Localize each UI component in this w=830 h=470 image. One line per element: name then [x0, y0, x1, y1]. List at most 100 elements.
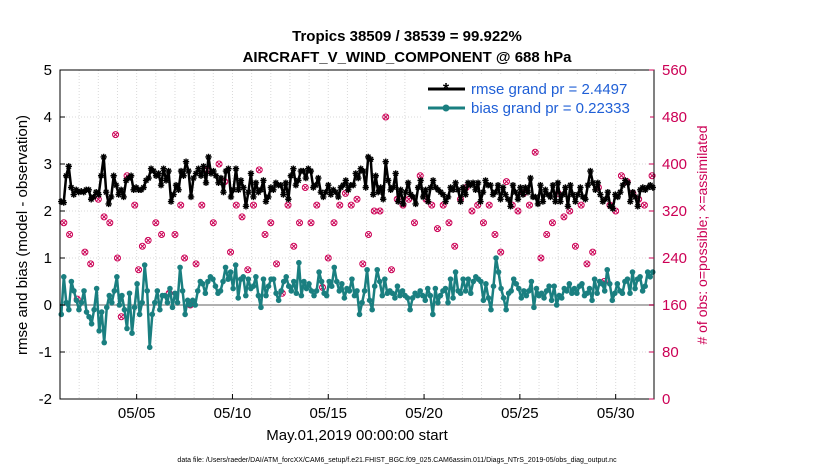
- rmse-point: [544, 191, 552, 198]
- bias-point: [584, 290, 590, 297]
- obs-assimilated-point: [377, 208, 383, 214]
- bias-point: [260, 276, 267, 282]
- rmse-point: [437, 189, 444, 196]
- rmse-point: [519, 191, 527, 198]
- obs-assimilated-point: [446, 220, 452, 226]
- rmse-point: [459, 184, 467, 191]
- rmse-point: [65, 163, 72, 170]
- obs-possible-point: [617, 172, 625, 180]
- rmse-point: [122, 177, 130, 184]
- rmse-point: [272, 179, 280, 186]
- bias-point: [288, 288, 295, 294]
- bias-point: [649, 269, 656, 275]
- bias-point: [569, 290, 575, 297]
- bias-point: [483, 281, 489, 287]
- bias-point: [278, 288, 284, 294]
- bias-point: [351, 292, 358, 299]
- bias-point: [144, 288, 151, 294]
- bias-point: [528, 278, 535, 285]
- y-tick-label: -1: [39, 344, 52, 361]
- bias-point: [430, 311, 436, 318]
- bias-point: [419, 292, 426, 299]
- right-y-tick-label: 240: [662, 250, 687, 267]
- obs-possible-point: [640, 201, 648, 209]
- rmse-point: [302, 174, 310, 182]
- rmse-point: [579, 193, 587, 201]
- rmse-point: [147, 165, 155, 172]
- x-tick-label: 05/30: [597, 405, 635, 422]
- rmse-point: [257, 186, 265, 194]
- obs-assimilated-point: [61, 220, 67, 226]
- rmse-point: [619, 181, 627, 189]
- obs-assimilated-point: [256, 167, 262, 173]
- obs-possible-point: [485, 201, 493, 209]
- bias-point: [612, 290, 618, 297]
- rmse-point: [195, 165, 202, 172]
- rmse-point: [70, 191, 77, 198]
- rmse-point: [340, 181, 347, 189]
- rmse-point: [622, 177, 629, 184]
- bias-point: [63, 299, 70, 306]
- rmse-point: [357, 165, 364, 172]
- bias-point: [361, 288, 368, 294]
- obs-assimilated-point: [140, 243, 145, 249]
- rmse-point: [137, 186, 145, 194]
- bias-point: [298, 292, 305, 299]
- bias-point: [460, 276, 466, 282]
- rmse-point: [392, 170, 399, 177]
- obs-possible-point: [244, 266, 252, 274]
- rmse-point: [422, 186, 429, 194]
- grid: [60, 70, 654, 399]
- rmse-point: [267, 184, 275, 191]
- bias-point: [543, 288, 550, 294]
- obs-assimilated-point: [88, 261, 94, 267]
- rmse-point: [432, 184, 439, 191]
- rmse-point: [240, 184, 247, 191]
- y-tick-label: -2: [39, 391, 52, 408]
- obs-possible-point: [209, 219, 217, 227]
- obs-possible-point: [273, 260, 281, 268]
- right-y-tick-label: 80: [662, 344, 679, 361]
- bias-point: [432, 285, 439, 292]
- obs-possible-point: [215, 160, 223, 168]
- obs-possible-point: [144, 236, 152, 244]
- rmse-point: [477, 198, 484, 205]
- rmse-point: [547, 193, 554, 201]
- legend-box: [423, 76, 650, 120]
- rmse-point: [397, 186, 404, 194]
- bias-point: [526, 288, 532, 294]
- bias-point: [169, 304, 176, 311]
- bias-point: [604, 266, 611, 273]
- bias-point: [111, 288, 118, 294]
- bias-point: [523, 292, 530, 299]
- obs-possible-point: [502, 178, 510, 186]
- obs-assimilated-point: [544, 232, 550, 237]
- rmse-point: [552, 198, 559, 205]
- y-tick-label: 4: [44, 109, 52, 126]
- obs-possible-point: [87, 260, 95, 268]
- rmse-point: [250, 193, 257, 201]
- bias-point: [273, 290, 279, 297]
- obs-assimilated-point: [233, 202, 239, 208]
- bias-point: [134, 281, 140, 287]
- obs-assimilated-point: [216, 161, 222, 167]
- bias-point: [220, 278, 226, 285]
- obs-assimilated-point: [504, 179, 509, 184]
- rmse-point: [539, 198, 547, 205]
- rmse-point: [517, 184, 524, 191]
- rmse-point: [360, 167, 367, 175]
- rmse-point: [245, 189, 252, 196]
- obs-possible-point: [106, 219, 114, 227]
- obs-assimilated-point: [527, 202, 532, 208]
- rmse-point: [332, 189, 339, 196]
- rmse-point: [157, 181, 165, 189]
- rmse-point: [407, 191, 414, 198]
- rmse-point: [602, 196, 609, 203]
- obs-possible-point: [324, 254, 332, 262]
- rmse-point: [130, 186, 137, 194]
- rmse-point: [457, 198, 464, 205]
- bias-point: [546, 283, 552, 290]
- obs-assimilated-point: [371, 208, 377, 214]
- obs-assimilated-point: [210, 220, 216, 226]
